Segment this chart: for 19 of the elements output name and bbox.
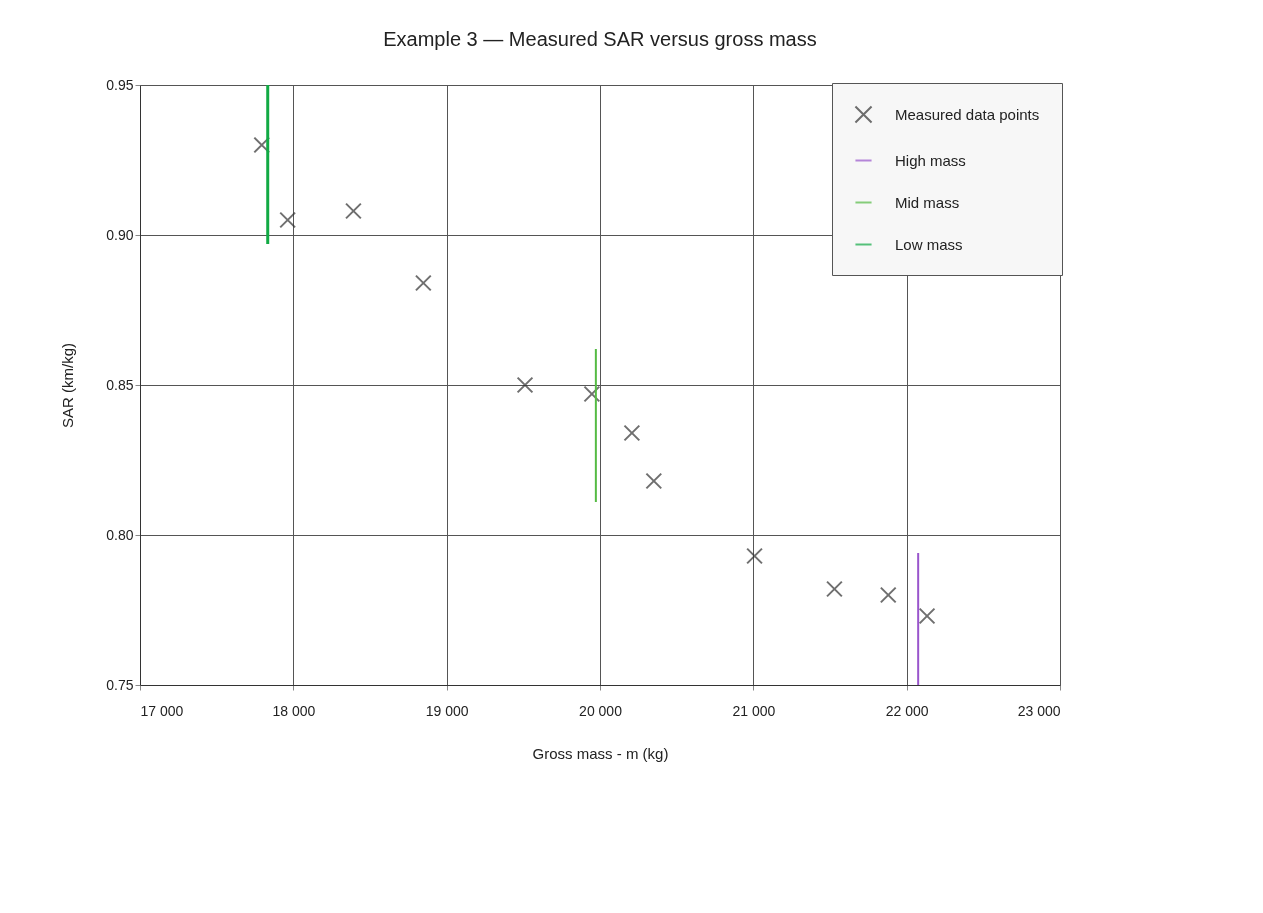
y-tick-label: 0.90: [106, 226, 134, 243]
x-tick-label: 17 000: [140, 702, 184, 719]
y-tick-label: 0.75: [106, 676, 134, 693]
x-tick-label: 23 000: [1017, 702, 1061, 719]
x-tick-label: 20 000: [579, 702, 623, 719]
legend-label: High mass: [895, 151, 966, 169]
x-tick-label: 18 000: [272, 702, 316, 719]
y-tick-label: 0.95: [106, 76, 134, 93]
chart-title: Example 3 — Measured SAR versus gross mass: [383, 28, 817, 50]
x-tick-label: 22 000: [885, 702, 929, 719]
y-tick-label: 0.85: [106, 376, 134, 393]
legend-label: Measured data points: [895, 105, 1040, 123]
x-axis-title: Gross mass - m (kg): [532, 744, 669, 762]
x-tick-label: 21 000: [732, 702, 776, 719]
legend-label: Mid mass: [895, 193, 960, 211]
legend-label: Low mass: [895, 235, 963, 253]
y-axis-title: SAR (km/kg): [59, 342, 77, 429]
y-tick-label: 0.80: [106, 526, 134, 543]
x-tick-label: 19 000: [425, 702, 469, 719]
